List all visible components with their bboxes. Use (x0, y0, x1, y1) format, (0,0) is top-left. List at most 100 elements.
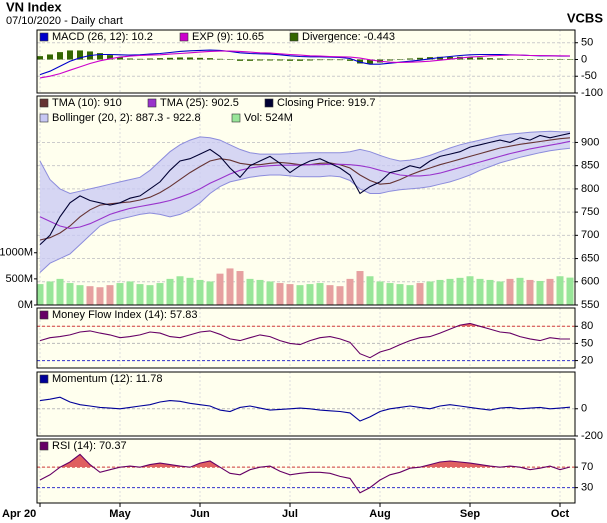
overbought-fill (457, 323, 480, 327)
legend-label: MACD (26, 12): 10.2 (52, 31, 153, 43)
volume-bar (236, 271, 244, 305)
volume-bar (546, 278, 554, 305)
y-tick-label: 850 (581, 160, 599, 172)
y-tick-label: -100 (581, 87, 603, 99)
volume-bar (486, 279, 494, 305)
volume-bar (146, 285, 154, 305)
series-line (39, 50, 571, 79)
volume-bar (106, 285, 114, 305)
volume-bar (406, 285, 414, 305)
y-tick-label: 800 (581, 183, 599, 195)
divergence-bar (547, 59, 553, 60)
y-tick-label: -200 (581, 430, 603, 442)
divergence-bar (157, 58, 163, 60)
divergence-bar (327, 59, 333, 61)
volume-bar (116, 283, 124, 305)
overbought-fill (60, 454, 570, 468)
volume-bar (526, 279, 534, 305)
volume-bar (206, 281, 214, 305)
panel-background (37, 308, 575, 368)
volume-bar (216, 273, 224, 305)
y-tick-label: 550 (581, 299, 599, 311)
volume-bar (37, 284, 44, 305)
volume-bar (296, 285, 304, 305)
volume-bar (446, 278, 454, 305)
legend-swatch (147, 98, 157, 108)
divergence-bar (217, 58, 223, 60)
x-tick-label: Jun (190, 508, 210, 520)
legend-label: Bollinger (20, 2): 887.3 - 922.8 (52, 112, 201, 124)
divergence-bar (467, 57, 473, 60)
divergence-bar (177, 57, 183, 60)
y-tick-label: 50 (581, 37, 593, 49)
divergence-bar (367, 59, 373, 64)
divergence-bar (567, 59, 573, 60)
volume-bar (456, 277, 464, 305)
divergence-bar (507, 59, 513, 60)
x-tick-label: May (109, 508, 131, 520)
volume-bar (386, 283, 394, 305)
divergence-bar (497, 58, 503, 60)
divergence-bar (77, 50, 83, 60)
series-line (39, 453, 571, 494)
divergence-bar (67, 50, 73, 60)
volume-bar (356, 271, 364, 305)
series-line (39, 132, 571, 246)
divergence-bar (57, 52, 63, 60)
chart-title: VN Index (6, 0, 62, 14)
y-tick-label: 600 (581, 276, 599, 288)
y2-tick-label: 1000M (0, 247, 33, 259)
volume-bar (196, 279, 204, 305)
volume-bar (256, 279, 264, 305)
divergence-bar (437, 56, 443, 60)
legend-label: TMA (10): 910 (52, 97, 122, 109)
plot-area (37, 439, 575, 503)
y-tick-label: 20 (581, 354, 593, 366)
series-line (39, 49, 570, 76)
divergence-bar (117, 57, 123, 60)
volume-bar (536, 280, 544, 305)
volume-bar (56, 278, 64, 305)
panel-background (37, 30, 575, 93)
legend-swatch (39, 374, 49, 384)
volume-bar (316, 283, 324, 305)
divergence-bar (357, 59, 363, 64)
volume-bar (436, 279, 444, 305)
y-tick-label: -50 (581, 70, 597, 82)
volume-bar (96, 287, 104, 305)
divergence-bar (147, 58, 153, 60)
legend-swatch (264, 98, 274, 108)
volume-bar (86, 286, 94, 305)
volume-bar (266, 281, 274, 305)
legend-label: EXP (9): 10.65 (192, 31, 264, 43)
x-tick-label: Oct (551, 508, 570, 520)
divergence-bar (487, 58, 493, 60)
legend-swatch (39, 113, 49, 123)
divergence-bar (197, 57, 203, 60)
volume-bar (126, 281, 134, 305)
series-line (39, 322, 571, 359)
plot-area (37, 308, 575, 368)
volume-bar (246, 278, 254, 305)
y-tick-label: 30 (581, 482, 593, 494)
volume-bar (556, 276, 564, 305)
volume-bar (166, 278, 174, 305)
y2-tick-label: 0M (18, 299, 33, 311)
legend-label: Vol: 524M (244, 112, 293, 124)
volume-bar (226, 268, 234, 305)
divergence-bar (297, 59, 303, 61)
volume-bar (306, 284, 314, 305)
panel-border (36, 371, 576, 437)
legend-label: Divergence: -0.443 (302, 31, 395, 43)
divergence-bar (307, 59, 313, 61)
divergence-bar (277, 59, 283, 61)
volume-bar (366, 276, 374, 305)
divergence-bar (37, 56, 43, 60)
y2-tick-label: 500M (5, 273, 33, 285)
bollinger-lower (39, 147, 571, 273)
bollinger-upper (39, 130, 571, 195)
volume-bar (426, 281, 434, 305)
volume-bar (476, 278, 484, 305)
divergence-bar (287, 59, 293, 61)
y-tick-label: 0 (581, 53, 587, 65)
